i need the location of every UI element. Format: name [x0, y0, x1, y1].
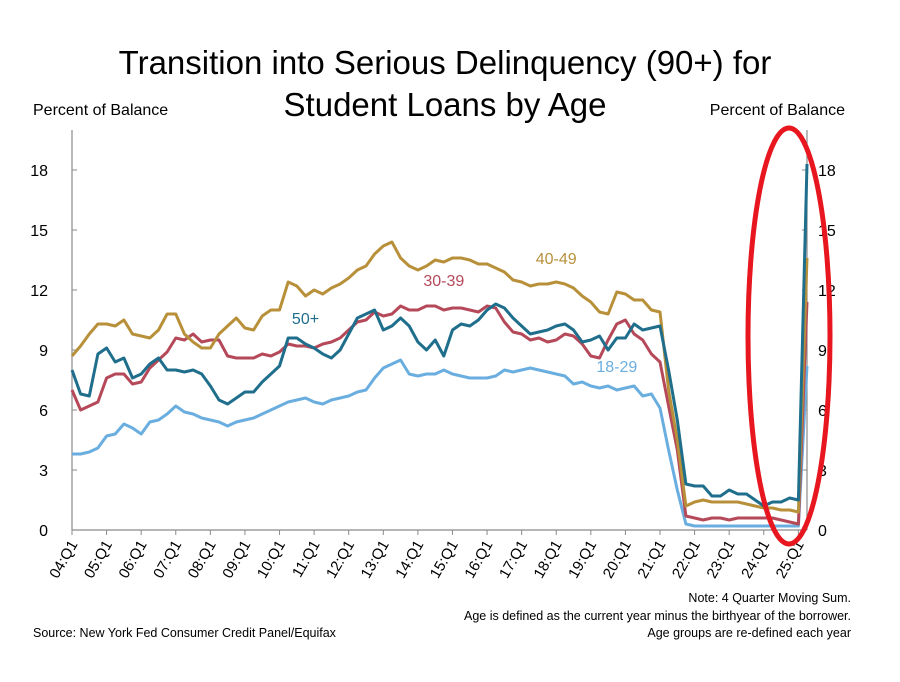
chart-source: Source: New York Fed Consumer Credit Pan… — [33, 626, 337, 640]
left-y-tick-label: 6 — [39, 403, 48, 420]
x-tick-label: 13:Q1 — [358, 538, 393, 582]
series-line-30-39 — [70, 301, 809, 526]
left-y-tick-label: 15 — [30, 223, 48, 240]
note-line-1: Note: 4 Quarter Moving Sum. — [688, 591, 851, 605]
right-y-tick-label: 6 — [818, 403, 827, 420]
x-tick-label: 12:Q1 — [323, 538, 358, 582]
chart-title: Transition into Serious Delinquency (90+… — [119, 44, 772, 123]
x-tick-label: 05:Q1 — [81, 538, 116, 582]
right-y-tick-label: 0 — [818, 523, 827, 540]
x-tick-labels: 04:Q1 05:Q1 06:Q1 07:Q1 08:Q1 09:Q1 10:Q1 11:Q1… — [46, 538, 808, 582]
x-tick-label: 19:Q1 — [565, 538, 600, 582]
x-tick-label: 16:Q1 — [461, 538, 496, 582]
x-tick-label: 15:Q1 — [427, 538, 462, 582]
x-tick-label: 06:Q1 — [115, 538, 150, 582]
x-tick-label: 21:Q1 — [634, 538, 669, 582]
chart-title-line-1: Transition into Serious Delinquency (90+… — [119, 44, 772, 81]
left-axis-unit-label: Percent of Balance — [33, 102, 168, 119]
series-label-40-49: 40-49 — [536, 251, 577, 268]
x-tick-label: 07:Q1 — [150, 538, 185, 582]
x-tick-label: 17:Q1 — [496, 538, 531, 582]
x-tick-label: 14:Q1 — [392, 538, 427, 582]
left-y-tick-label: 18 — [30, 163, 48, 180]
x-tick-label: 24:Q1 — [738, 538, 773, 582]
x-tick-label: 04:Q1 — [46, 538, 81, 582]
series-line-40-49 — [70, 240, 809, 514]
series-lines — [70, 163, 809, 528]
left-y-tick-labels: 0 3 6 9 12 15 18 — [30, 163, 48, 540]
left-y-tick-label: 12 — [30, 283, 48, 300]
x-tick-label: 10:Q1 — [254, 538, 289, 582]
chart-title-line-2: Student Loans by Age — [284, 86, 607, 123]
x-tick-label: 11:Q1 — [289, 538, 324, 581]
x-tick-label: 23:Q1 — [703, 538, 738, 582]
right-axis-unit-label: Percent of Balance — [710, 102, 845, 119]
series-label-50+: 50+ — [292, 311, 319, 328]
series-line-50+ — [70, 163, 809, 508]
x-tick-label: 20:Q1 — [600, 538, 635, 582]
series-label-30-39: 30-39 — [423, 273, 464, 290]
series-labels: 18-29 30-39 40-49 50+ — [292, 251, 637, 376]
x-tick-label: 08:Q1 — [185, 538, 220, 582]
left-y-tick-label: 0 — [39, 523, 48, 540]
x-tick-label: 09:Q1 — [219, 538, 254, 582]
right-y-tick-label: 9 — [818, 343, 827, 360]
right-y-tick-label: 18 — [818, 163, 836, 180]
highlight-ellipse — [745, 125, 833, 547]
note-line-3: Age groups are re-defined each year — [647, 626, 851, 640]
left-y-tick-label: 3 — [39, 463, 48, 480]
series-line-18-29 — [72, 358, 809, 528]
chart-notes: Note: 4 Quarter Moving Sum. Age is defin… — [464, 591, 851, 640]
series-label-18-29: 18-29 — [596, 359, 637, 376]
x-tick-label: 22:Q1 — [669, 538, 704, 582]
x-tick-label: 18:Q1 — [531, 538, 566, 582]
left-y-tick-label: 9 — [39, 343, 48, 360]
note-line-2: Age is defined as the current year minus… — [464, 609, 851, 623]
